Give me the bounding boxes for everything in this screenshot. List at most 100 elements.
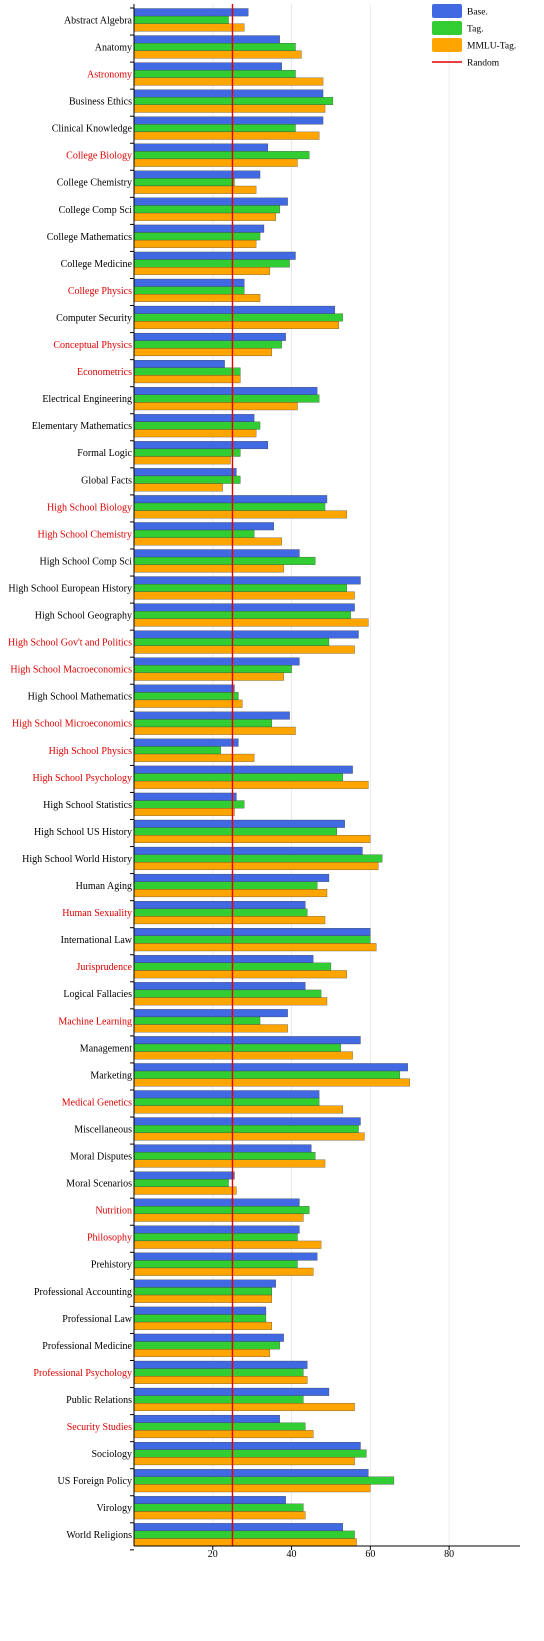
bar-tag-security-studies [133,1422,306,1431]
bar-tag-high-school-microeconomics [133,719,273,728]
bar-mmlu-tag-high-school-chemistry [133,537,282,546]
bar-mmlu-tag-high-school-world-history [133,862,379,870]
category-label-high-school-biology: High School Biology [47,502,132,513]
category-label-college-biology: College Biology [66,151,132,162]
bar-base-medical-genetics [133,1090,320,1099]
bar-tag-global-facts [133,475,241,484]
category-label-high-school-microeconomics: High School Microeconomics [12,719,132,730]
bar-mmlu-tag-miscellaneous [133,1132,365,1141]
category-label-us-foreign-policy: US Foreign Policy [58,1476,132,1487]
bar-base-high-school-physics [133,738,239,747]
category-label-high-school-us-history: High School US History [34,827,132,838]
bar-mmlu-tag-nutrition [133,1213,304,1222]
axes: 20 40 60 80 [130,4,520,1560]
bar-mmlu-tag-moral-disputes [133,1159,326,1168]
bar-base-formal-logic [133,441,269,450]
category-label-high-school-european-history: High School European History [8,583,132,594]
bar-tag-high-school-physics [133,746,221,755]
bar-mmlu-tag-high-school-european-history [133,591,355,600]
bar-base-jurisprudence [133,955,314,963]
bar-base-electrical-engineering [133,387,318,395]
bar-base-econometrics [133,359,225,368]
category-label-high-school-gov-t-and-politics: High School Gov't and Politics [8,638,132,649]
category-label-abstract-algebra: Abstract Algebra [64,15,133,26]
bar-tag-marketing [133,1070,401,1079]
bar-mmlu-tag-clinical-knowledge [133,131,320,140]
category-label-astronomy: Astronomy [87,70,132,81]
bar-tag-high-school-world-history [133,854,383,863]
bar-tag-high-school-european-history [133,584,347,592]
category-label-college-comp-sci: College Comp Sci [59,205,133,216]
category-label-philosophy: Philosophy [87,1233,132,1244]
bar-mmlu-tag-college-chemistry [133,185,257,194]
bar-mmlu-tag-anatomy [133,50,302,59]
legend-swatch-base [432,4,462,18]
category-label-anatomy: Anatomy [95,42,132,53]
category-label-professional-psychology: Professional Psychology [33,1368,132,1379]
bar-mmlu-tag-professional-accounting [133,1294,273,1303]
bar-mmlu-tag-professional-law [133,1321,273,1330]
bar-base-college-mathematics [133,224,265,233]
bars [133,8,410,1547]
bar-base-clinical-knowledge [133,116,324,125]
bar-tag-management [133,1043,341,1052]
bar-base-philosophy [133,1225,300,1234]
bar-mmlu-tag-high-school-biology [133,510,347,519]
bar-mmlu-tag-international-law [133,943,377,952]
bar-mmlu-tag-elementary-mathematics [133,429,257,438]
bar-tag-professional-psychology [133,1368,304,1377]
bar-base-high-school-psychology [133,765,353,774]
bar-tag-moral-disputes [133,1152,316,1160]
category-label-security-studies: Security Studies [67,1422,132,1433]
bar-mmlu-tag-high-school-psychology [133,780,369,789]
bar-mmlu-tag-marketing [133,1078,410,1087]
bar-base-high-school-mathematics [133,684,235,693]
legend-swatch-tag [432,21,462,35]
category-label-sociology: Sociology [91,1449,132,1460]
category-label-management: Management [80,1043,132,1054]
bar-base-international-law [133,928,371,936]
bar-tag-world-religions [133,1530,355,1539]
bar-tag-philosophy [133,1233,298,1242]
category-labels: Abstract Algebra Anatomy Astronomy Business… [8,15,133,1541]
bar-tag-high-school-biology [133,502,326,511]
bar-mmlu-tag-high-school-us-history [133,835,371,843]
bar-mmlu-tag-medical-genetics [133,1105,343,1114]
bar-base-computer-security [133,305,336,314]
bar-mmlu-tag-high-school-macroeconomics [133,672,284,681]
bar-tag-high-school-geography [133,611,351,619]
category-label-high-school-macroeconomics: High School Macroeconomics [10,665,132,676]
category-label-high-school-statistics: High School Statistics [43,800,132,811]
bar-tag-formal-logic [133,448,241,457]
bar-base-prehistory [133,1252,318,1261]
bar-tag-high-school-psychology [133,773,343,782]
bar-mmlu-tag-human-aging [133,889,328,898]
bar-mmlu-tag-management [133,1051,353,1060]
bar-tag-high-school-statistics [133,800,245,809]
category-label-clinical-knowledge: Clinical Knowledge [52,124,133,135]
legend-swatch-mmlu-tag [432,38,462,52]
bar-mmlu-tag-astronomy [133,77,324,86]
bar-base-abstract-algebra [133,8,249,17]
category-label-high-school-psychology: High School Psychology [33,773,132,784]
bar-base-logical-fallacies [133,982,306,991]
bar-base-world-religions [133,1523,343,1532]
x-tick-label-20: 20 [208,1549,218,1560]
category-label-college-medicine: College Medicine [61,259,133,270]
x-tick-label-40: 40 [287,1549,297,1560]
category-label-public-relations: Public Relations [66,1395,132,1406]
bar-tag-college-mathematics [133,232,261,241]
bar-tag-conceptual-physics [133,340,282,349]
bar-mmlu-tag-security-studies [133,1430,314,1439]
bar-base-high-school-geography [133,603,355,612]
bar-mmlu-tag-high-school-gov-t-and-politics [133,645,355,654]
bar-tag-professional-medicine [133,1341,280,1350]
bar-tag-high-school-us-history [133,827,337,836]
bar-tag-electrical-engineering [133,394,320,403]
bar-mmlu-tag-high-school-microeconomics [133,726,296,735]
bar-mmlu-tag-moral-scenarios [133,1186,237,1195]
category-label-miscellaneous: Miscellaneous [74,1124,132,1135]
bar-base-college-biology [133,143,269,152]
bar-base-security-studies [133,1414,280,1423]
bar-base-high-school-gov-t-and-politics [133,630,359,639]
